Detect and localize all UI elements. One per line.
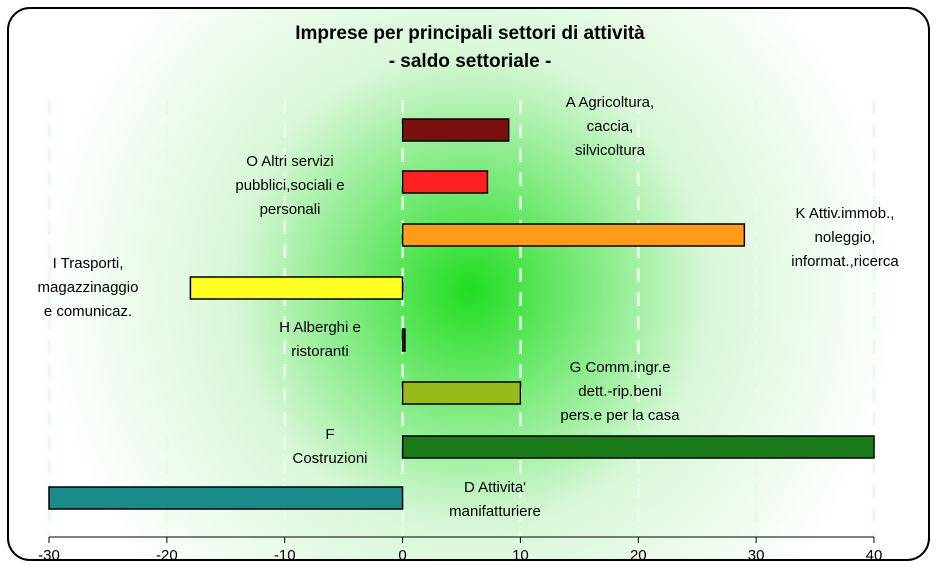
chart-title: Imprese per principali settori di attivi…	[295, 23, 645, 44]
category-label: A Agricoltura, caccia, silvicoltura	[566, 94, 654, 159]
category-label: H Alberghi e ristoranti	[279, 319, 361, 360]
category-label: D Attivita' manifatturiere	[449, 479, 541, 520]
x-tick-label: -10	[274, 547, 296, 564]
bar	[189, 276, 404, 300]
category-label: I Trasporti, magazzinaggio e comunicaz.	[38, 255, 139, 320]
category-label: G Comm.ingr.e dett.-rip.beni pers.e per la…	[560, 359, 680, 424]
bar	[401, 328, 406, 352]
x-tick-label: 40	[866, 547, 883, 564]
x-tick-label: -20	[156, 547, 178, 564]
x-tick-label: 30	[748, 547, 765, 564]
x-tick-label: 20	[630, 547, 647, 564]
chart-frame	[7, 7, 930, 561]
bar	[401, 170, 489, 194]
bar	[401, 435, 875, 459]
chart-subtitle: - saldo settoriale -	[389, 51, 552, 72]
category-label: K Attiv.immob., noleggio, informat.,ricerc…	[791, 205, 899, 270]
bar	[401, 381, 522, 405]
bar	[401, 223, 746, 247]
bar	[401, 118, 510, 142]
category-label: F Costruzioni	[292, 426, 367, 467]
x-tick-label: 0	[398, 547, 406, 564]
category-label: O Altri servizi pubblici,sociali e persona…	[235, 153, 344, 218]
bar	[48, 486, 404, 510]
x-tick-label: -30	[38, 547, 60, 564]
x-tick-label: 10	[512, 547, 529, 564]
